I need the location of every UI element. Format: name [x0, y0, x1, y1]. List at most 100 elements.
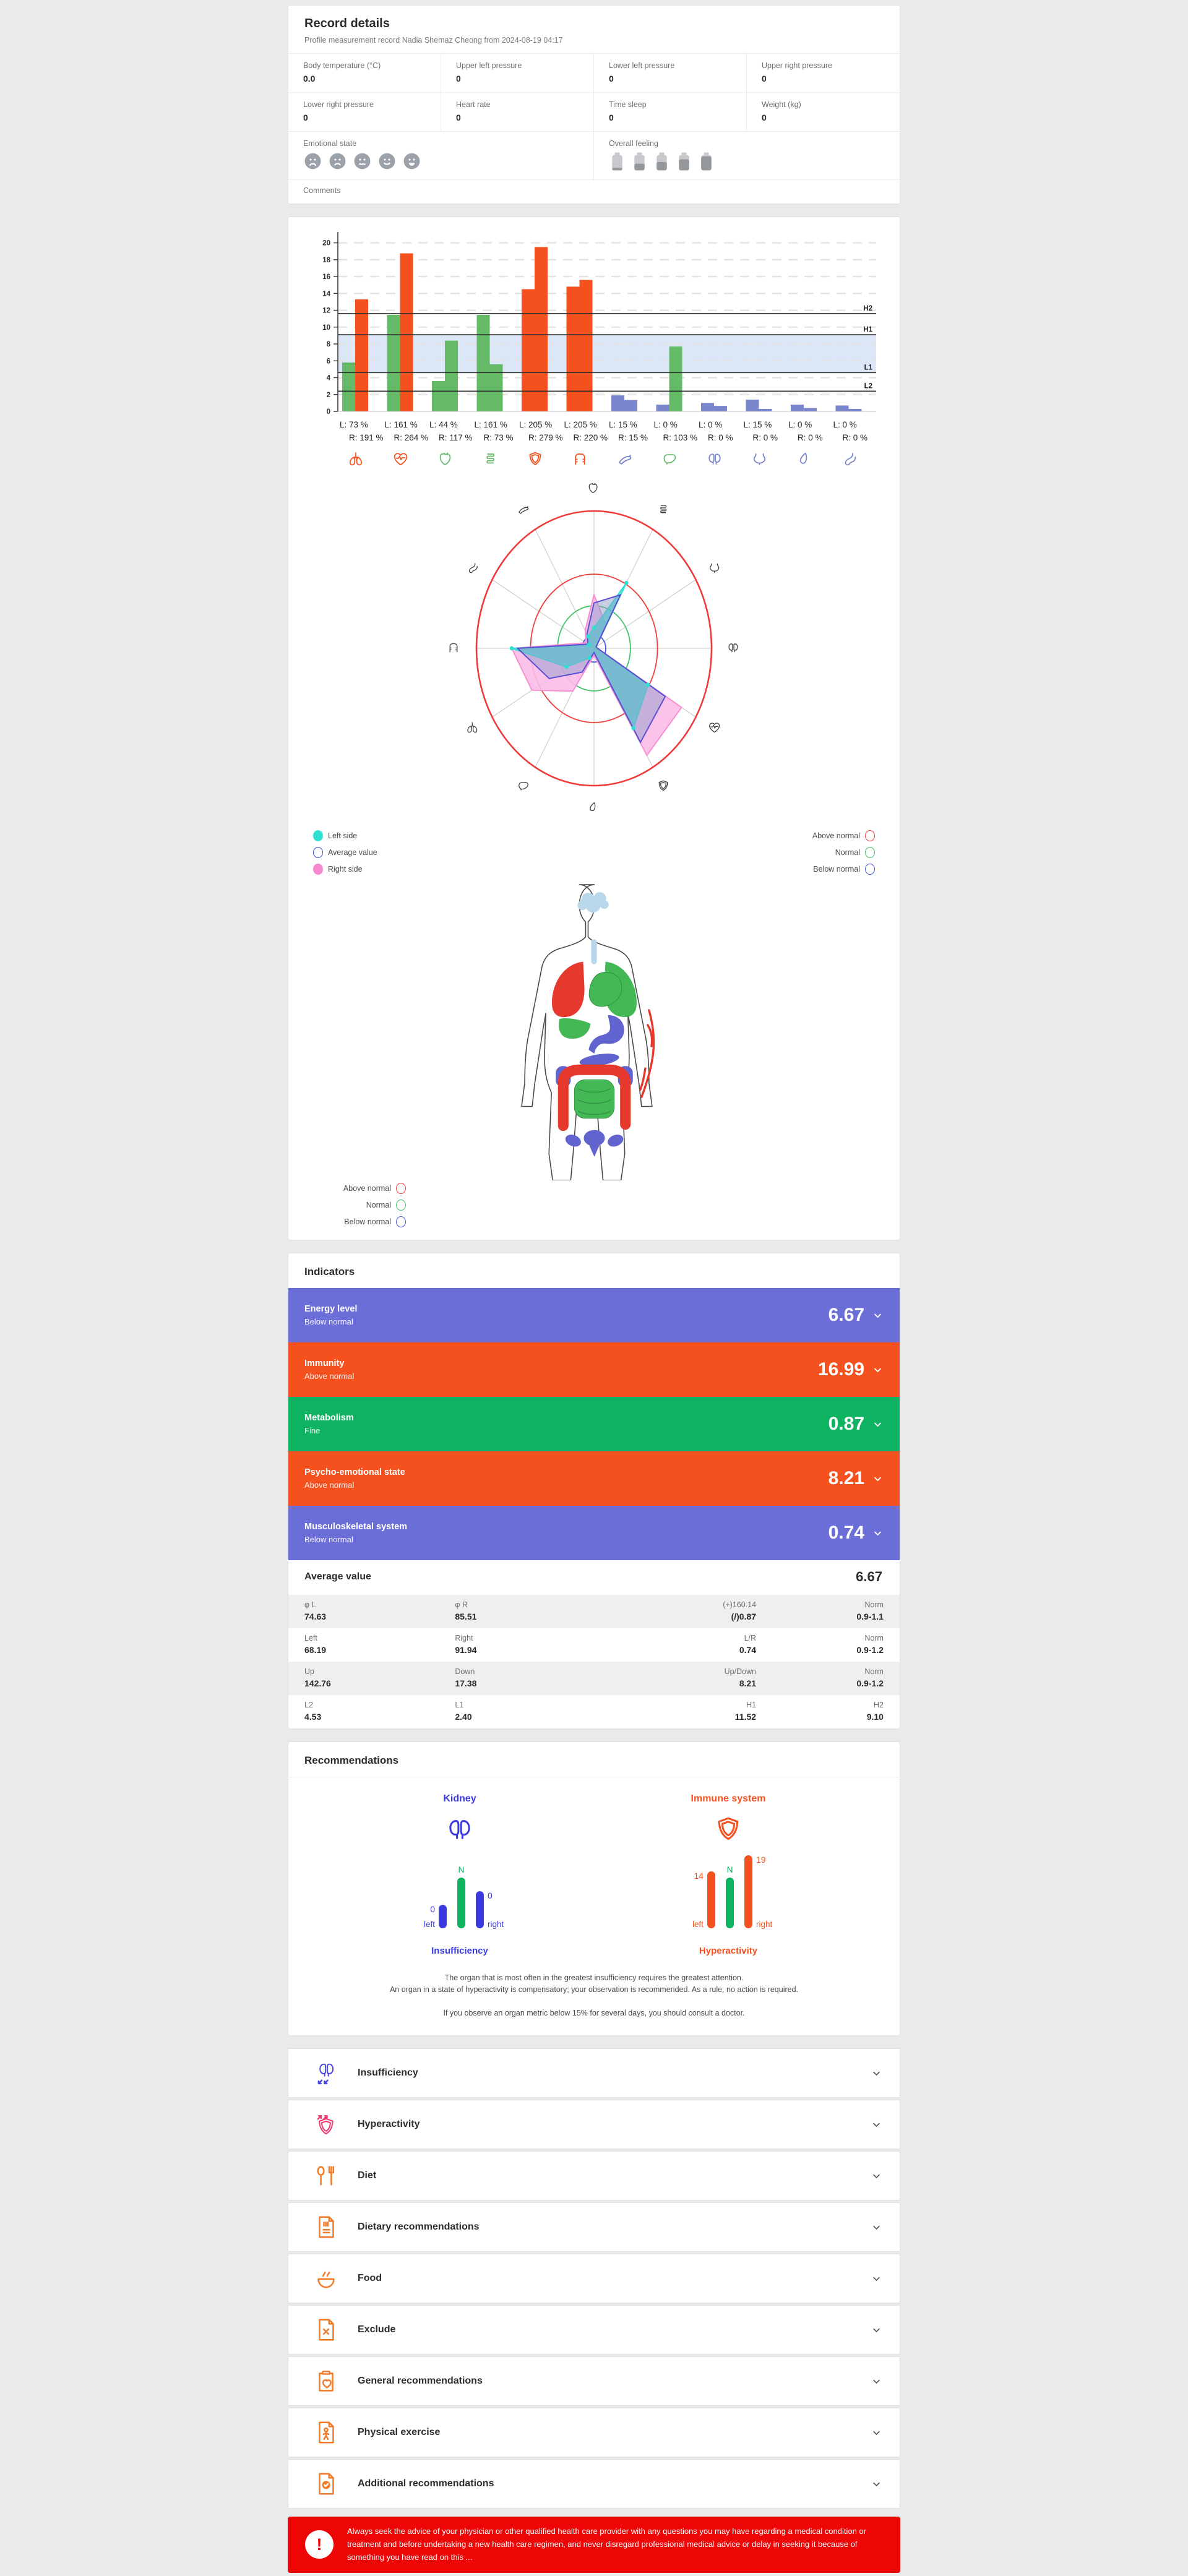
stats-cell: Down 17.38 — [455, 1667, 477, 1688]
organ-recommendation-kidney: Kidney 0 N 0 left right Insufficiency — [367, 1793, 553, 1956]
feeling-level-2-icon[interactable] — [631, 152, 648, 172]
stomach-icon — [845, 453, 856, 466]
chevron-down-icon[interactable] — [873, 1311, 882, 1320]
accordion-item-diet[interactable]: Diet — [288, 2151, 900, 2201]
legend-average-value: Average value — [313, 847, 377, 858]
chevron-down-icon[interactable] — [872, 2479, 881, 2489]
feeling-level-5-icon[interactable] — [698, 152, 715, 172]
svg-text:R: 0 %: R: 0 % — [843, 433, 868, 442]
svg-text:L: 0 %: L: 0 % — [833, 420, 857, 429]
svg-text:N: N — [458, 1865, 464, 1874]
stats-cell: Up/Down 8.21 — [724, 1667, 757, 1688]
chevron-down-icon[interactable] — [873, 1365, 882, 1375]
note-hyperactivity: An organ in a state of hyperactivity is … — [389, 1985, 799, 1994]
chevron-down-icon[interactable] — [872, 2428, 881, 2437]
chevron-down-icon[interactable] — [872, 2120, 881, 2129]
cardiovascular-icon — [394, 453, 408, 466]
comments-field[interactable]: Comments — [288, 180, 900, 204]
accordion-item-physical-exercise[interactable]: Physical exercise — [288, 2408, 900, 2458]
feeling-level-3-icon[interactable] — [653, 152, 670, 172]
stats-cell: L/R 0.74 — [739, 1634, 757, 1655]
mood-good-icon[interactable] — [377, 152, 397, 171]
svg-text:14: 14 — [694, 1871, 704, 1881]
feeling-level-1-icon[interactable] — [609, 152, 626, 172]
warning-icon: ! — [305, 2530, 334, 2559]
accordion-item-exclude[interactable]: Exclude — [288, 2305, 900, 2355]
record-field[interactable]: Lower right pressure 0 — [288, 93, 441, 132]
stomach-organ — [588, 1015, 624, 1054]
record-field[interactable]: Weight (kg) 0 — [747, 93, 900, 132]
stats-cell: Norm 0.9-1.2 — [856, 1634, 884, 1655]
chevron-down-icon[interactable] — [873, 1474, 882, 1483]
colon-organ — [557, 1064, 631, 1131]
stats-cell: H2 9.10 — [866, 1701, 884, 1722]
note-consult: If you observe an organ metric below 15%… — [443, 2008, 745, 2017]
chevron-down-icon[interactable] — [872, 2377, 881, 2386]
shield-up-icon — [317, 2115, 334, 2135]
svg-text:6: 6 — [327, 358, 330, 365]
svg-text:L: 44 %: L: 44 % — [429, 420, 458, 429]
mood-neutral-icon[interactable] — [353, 152, 372, 171]
note-insufficiency: The organ that is most often in the grea… — [444, 1973, 744, 1982]
chevron-down-icon[interactable] — [872, 2171, 881, 2181]
indicator-energy-level[interactable]: Energy level Below normal 6.67 — [288, 1288, 900, 1342]
mood-very-sad-icon[interactable] — [303, 152, 322, 171]
stats-table: φ L 74.63 φ R 85.51 (+)160.14 (/)0.87 No… — [288, 1595, 900, 1728]
chevron-down-icon[interactable] — [873, 1529, 882, 1538]
clipboard-heart-icon — [319, 2371, 334, 2392]
legend-swatch-icon — [313, 830, 323, 841]
recommendations-header: Recommendations — [288, 1742, 900, 1777]
svg-text:R: 73 %: R: 73 % — [484, 433, 514, 442]
record-field[interactable]: Body temperature (°C) 0.0 — [288, 54, 441, 93]
accordion-item-food[interactable]: Food — [288, 2254, 900, 2304]
chevron-down-icon[interactable] — [872, 2069, 881, 2078]
body-diagram-legend: Above normal Normal Below normal — [288, 1180, 900, 1234]
accordion-item-general-recommendations[interactable]: General recommendations — [288, 2356, 900, 2406]
accordion-item-insufficiency[interactable]: Insufficiency — [288, 2048, 900, 2098]
comments-label: Comments — [303, 186, 341, 195]
colon-icon — [449, 643, 458, 653]
svg-text:left: left — [692, 1920, 704, 1929]
indicator-psycho-emotional-state[interactable]: Psycho-emotional state Above normal 8.21 — [288, 1451, 900, 1506]
svg-text:R: 279 %: R: 279 % — [528, 433, 563, 442]
mood-sad-icon[interactable] — [328, 152, 347, 171]
liver-icon — [519, 782, 528, 791]
svg-text:L1: L1 — [864, 364, 873, 371]
accordion-item-hyperactivity[interactable]: Hyperactivity — [288, 2100, 900, 2150]
indicator-metabolism[interactable]: Metabolism Fine 0.87 — [288, 1397, 900, 1451]
chevron-down-icon[interactable] — [872, 2223, 881, 2232]
svg-text:0: 0 — [327, 408, 330, 416]
stats-row: L2 4.53 L1 2.40 H1 11.52 H2 9.10 — [288, 1695, 900, 1728]
accordion-item-dietary-recommendations[interactable]: Dietary recommendations — [288, 2202, 900, 2252]
page-title: Record details — [304, 17, 390, 30]
record-field[interactable]: Lower left pressure 0 — [594, 54, 747, 93]
indicator-immunity[interactable]: Immunity Above normal 16.99 — [288, 1342, 900, 1397]
record-field[interactable]: Heart rate 0 — [441, 93, 594, 132]
liver-icon — [663, 454, 676, 465]
svg-text:10: 10 — [322, 324, 330, 332]
svg-text:L: 161 %: L: 161 % — [475, 420, 507, 429]
bladder-icon — [753, 453, 766, 466]
svg-text:12: 12 — [322, 307, 330, 315]
body-diagram-svg — [520, 884, 655, 1180]
chevron-down-icon[interactable] — [872, 2325, 881, 2335]
svg-text:N: N — [726, 1865, 733, 1874]
legend-below-normal: Below normal — [812, 864, 875, 875]
chevron-down-icon[interactable] — [873, 1420, 882, 1429]
legend-swatch-icon — [865, 864, 875, 875]
indicator-musculoskeletal-system[interactable]: Musculoskeletal system Below normal 0.74 — [288, 1506, 900, 1560]
record-field[interactable]: Upper left pressure 0 — [441, 54, 594, 93]
record-subtitle: Profile measurement record Nadia Shemaz … — [304, 36, 563, 45]
mood-great-icon[interactable] — [402, 152, 421, 171]
kidneys-icon — [449, 1820, 470, 1839]
record-field[interactable]: Time sleep 0 — [594, 93, 747, 132]
chevron-down-icon[interactable] — [872, 2274, 881, 2283]
heart-icon — [439, 452, 451, 465]
lungs-icon — [350, 452, 362, 466]
stats-cell: Norm 0.9-1.2 — [856, 1667, 884, 1688]
accordion-item-additional-recommendations[interactable]: Additional recommendations — [288, 2459, 900, 2509]
bladder-icon — [710, 563, 720, 573]
svg-text:L: 0 %: L: 0 % — [654, 420, 678, 429]
feeling-level-4-icon[interactable] — [676, 152, 692, 172]
record-field[interactable]: Upper right pressure 0 — [747, 54, 900, 93]
